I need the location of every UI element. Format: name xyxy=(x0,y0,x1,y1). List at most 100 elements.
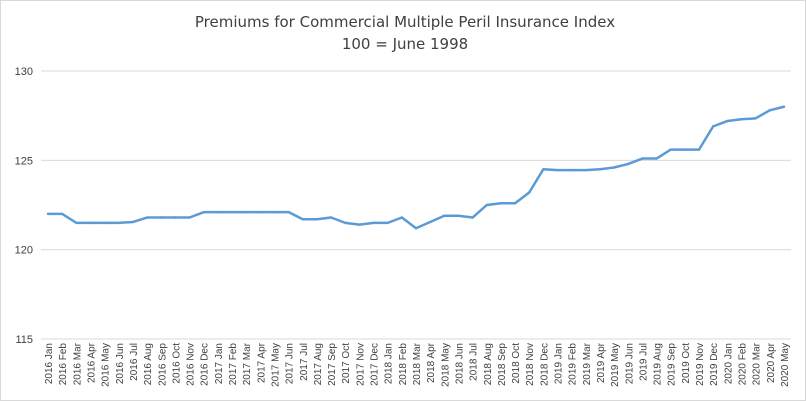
x-tick-label: 2016 Feb xyxy=(58,343,69,386)
x-tick-label: 2016 Dec xyxy=(200,343,211,386)
y-tick-label: 130 xyxy=(15,66,33,78)
chart-title: Premiums for Commercial Multiple Peril I… xyxy=(195,13,615,31)
series-group xyxy=(46,105,786,230)
x-tick-label: 2017 May xyxy=(270,343,281,387)
x-tick-label: 2016 Aug xyxy=(143,343,154,385)
data-point xyxy=(400,216,404,219)
data-point xyxy=(259,210,262,214)
x-tick-label: 2017 Feb xyxy=(228,343,239,386)
x-tick-label: 2020 Apr xyxy=(766,342,777,383)
x-tick-label: 2019 Mar xyxy=(582,342,593,385)
series-line-0 xyxy=(46,105,786,230)
data-point xyxy=(584,168,588,172)
data-point xyxy=(711,125,715,128)
data-point xyxy=(414,227,418,230)
x-tick-label: 2017 Jul xyxy=(299,343,310,381)
x-tick-label: 2019 Sep xyxy=(667,343,678,386)
x-tick-label: 2018 Aug xyxy=(483,343,494,385)
x-tick-label: 2016 Jun xyxy=(115,343,126,384)
x-tick-label: 2018 Jun xyxy=(454,343,465,384)
x-tick-label: 2020 Feb xyxy=(737,343,748,386)
x-tick-label: 2018 Dec xyxy=(539,343,550,386)
data-point xyxy=(598,168,602,171)
x-tick-label: 2020 Jan xyxy=(723,343,734,384)
x-tick-label: 2019 Aug xyxy=(653,343,664,385)
x-tick-label: 2016 Apr xyxy=(87,342,98,383)
data-point xyxy=(627,162,630,166)
x-tick-label: 2016 Jan xyxy=(44,343,55,384)
data-point xyxy=(46,212,50,216)
data-point xyxy=(443,214,446,217)
x-tick-label: 2018 Jan xyxy=(384,343,395,384)
x-tick-label: 2018 Mar xyxy=(412,342,423,385)
data-point xyxy=(754,117,757,120)
data-point xyxy=(499,202,503,205)
x-tick-label: 2019 Oct xyxy=(681,343,692,384)
x-tick-label: 2017 Oct xyxy=(341,343,352,384)
data-point xyxy=(641,157,644,160)
data-point xyxy=(570,168,573,172)
data-point xyxy=(542,168,545,171)
data-point xyxy=(202,210,205,214)
data-point xyxy=(683,148,687,151)
x-tick-label: 2018 Feb xyxy=(398,343,409,386)
x-tick-label: 2018 Sep xyxy=(497,343,508,386)
y-tick-label: 115 xyxy=(15,334,33,346)
data-point xyxy=(740,118,743,121)
x-tick-label: 2019 Jul xyxy=(638,343,649,381)
x-tick-label: 2017 Sep xyxy=(327,343,338,386)
data-point xyxy=(513,202,517,205)
gridlines xyxy=(41,70,791,340)
data-point xyxy=(344,221,347,225)
x-tick-label: 2019 Feb xyxy=(568,343,579,386)
data-point xyxy=(244,210,248,214)
x-tick-label: 2018 Oct xyxy=(511,343,522,384)
y-axis-tick-labels: 115 120 125 130 xyxy=(15,66,33,346)
data-point xyxy=(117,221,121,225)
data-point xyxy=(103,221,106,225)
x-tick-label: 2017 Dec xyxy=(370,343,381,386)
x-tick-label: 2018 Apr xyxy=(426,342,437,383)
data-point xyxy=(315,218,319,221)
data-point xyxy=(485,203,488,207)
data-point xyxy=(329,216,333,219)
data-point xyxy=(669,148,672,151)
x-tick-label: 2016 Mar xyxy=(72,342,83,385)
data-point xyxy=(174,216,177,219)
x-tick-label: 2016 Nov xyxy=(186,343,197,386)
data-point xyxy=(457,214,460,217)
y-tick-label: 125 xyxy=(15,155,33,167)
x-axis-tick-labels: 2016 Jan 2016 Feb 2016 Mar 2016 Apr 2016 May… xyxy=(44,342,791,387)
x-tick-label: 2017 Aug xyxy=(313,343,324,385)
data-point xyxy=(528,191,531,194)
data-point xyxy=(160,216,163,219)
data-point xyxy=(216,210,220,214)
data-point xyxy=(428,220,432,224)
data-point xyxy=(287,210,290,214)
data-point xyxy=(61,212,64,216)
x-tick-label: 2020 Mar xyxy=(752,342,763,385)
x-tick-label: 2017 Jan xyxy=(214,343,225,384)
chart-subtitle: 100 = June 1998 xyxy=(342,35,468,53)
x-tick-label: 2017 Apr xyxy=(256,342,267,383)
data-point xyxy=(612,166,616,169)
data-point xyxy=(131,220,135,224)
data-point xyxy=(358,223,361,226)
data-point xyxy=(75,221,78,225)
data-point xyxy=(782,105,786,108)
x-tick-label: 2019 Apr xyxy=(596,342,607,383)
x-tick-label: 2017 Mar xyxy=(242,342,253,385)
x-tick-label: 2018 Jul xyxy=(469,343,480,381)
data-point xyxy=(372,221,375,225)
data-point xyxy=(89,221,92,225)
data-point xyxy=(768,109,771,112)
x-tick-label: 2017 Nov xyxy=(355,343,366,386)
data-point xyxy=(301,218,304,221)
y-tick-label: 120 xyxy=(15,245,33,257)
x-tick-label: 2020 May xyxy=(780,343,791,387)
x-tick-label: 2018 Nov xyxy=(525,343,536,386)
x-tick-label: 2016 Sep xyxy=(157,343,168,386)
x-tick-label: 2016 Jul xyxy=(129,343,140,381)
